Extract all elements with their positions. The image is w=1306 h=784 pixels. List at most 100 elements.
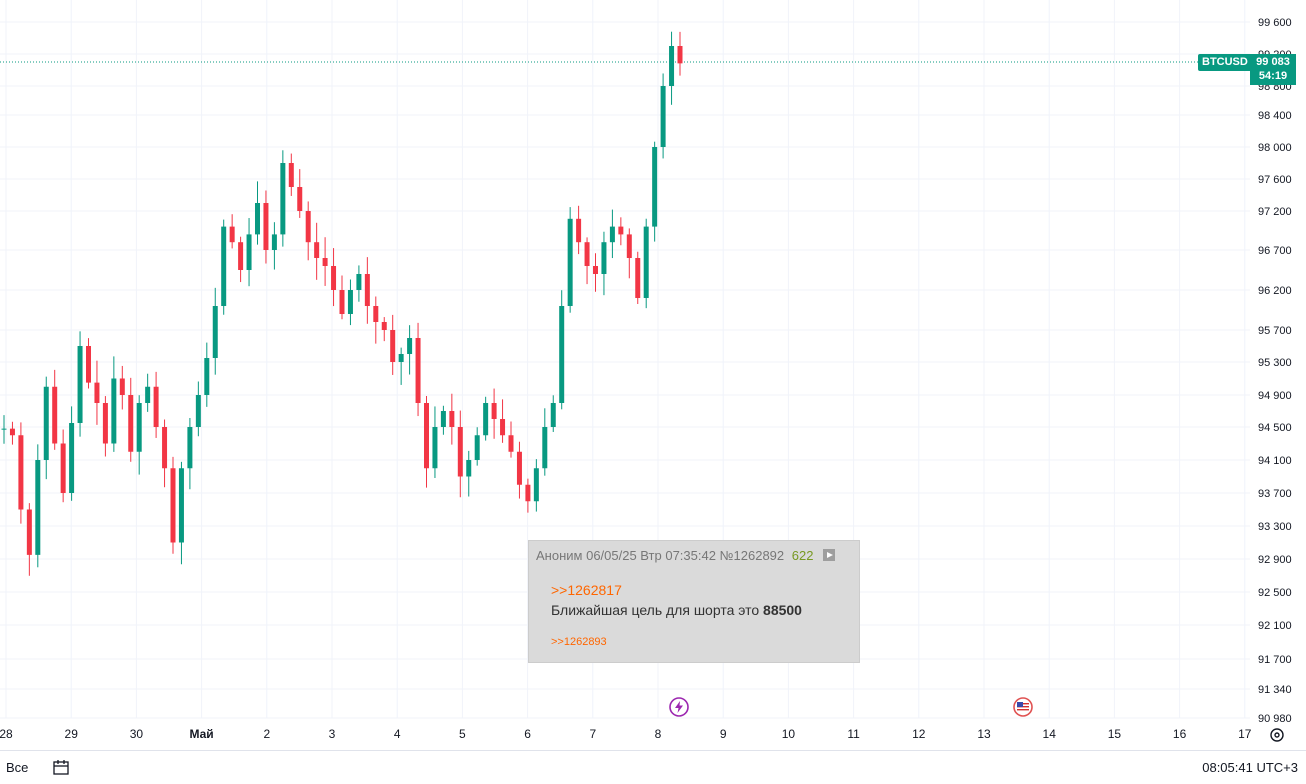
- candle-body: [373, 306, 379, 322]
- candle-body: [18, 435, 24, 510]
- candle-body: [238, 242, 244, 270]
- candle-body: [390, 330, 396, 362]
- candle-body: [229, 226, 235, 243]
- candle-body: [440, 411, 446, 427]
- candle-body: [153, 386, 159, 427]
- last-price-value: 99 083: [1256, 56, 1290, 68]
- candle-body: [525, 484, 531, 502]
- candle-body: [618, 226, 624, 235]
- calendar-icon[interactable]: [52, 758, 70, 776]
- y-tick-label: 95 300: [1258, 357, 1292, 369]
- reply-link[interactable]: >>1262817: [551, 582, 622, 598]
- post-number[interactable]: №1262892: [719, 548, 785, 563]
- candle-body: [263, 203, 269, 250]
- y-tick-label: 93 300: [1258, 521, 1292, 533]
- candle-body: [102, 403, 108, 444]
- candle-body: [52, 386, 58, 444]
- candle-body: [221, 226, 227, 306]
- y-tick-label: 96 700: [1258, 245, 1292, 257]
- x-tick-label: 4: [394, 727, 401, 741]
- clock[interactable]: 08:05:41 UTC+3: [1202, 760, 1298, 775]
- lightning-event-icon[interactable]: [669, 697, 689, 717]
- candle-body: [567, 218, 573, 306]
- candle-body: [271, 234, 277, 250]
- bar-countdown: 54:19: [1258, 70, 1288, 82]
- candle-body: [119, 378, 125, 395]
- candle-body: [145, 386, 151, 403]
- candle-body: [660, 86, 666, 147]
- candle-body: [398, 354, 404, 362]
- candles: [1, 31, 683, 576]
- candle-body: [491, 403, 497, 419]
- candle-body: [356, 274, 362, 290]
- candle-body: [635, 258, 641, 298]
- post-body: Ближайшая цель для шорта это 88500: [551, 602, 802, 618]
- x-tick-label: 12: [912, 727, 926, 741]
- candle-body: [162, 427, 168, 469]
- x-tick-label: 28: [0, 727, 13, 741]
- candle-body: [449, 411, 455, 427]
- candle-body: [669, 46, 675, 86]
- x-tick-label: 10: [782, 727, 796, 741]
- candle-body: [542, 427, 548, 469]
- candle-body: [415, 338, 421, 403]
- candle-body: [280, 163, 286, 235]
- x-tick-label: 6: [524, 727, 531, 741]
- x-tick-label: 9: [720, 727, 727, 741]
- candle-body: [331, 266, 337, 290]
- candle-body: [212, 306, 218, 358]
- candle-body: [626, 234, 632, 258]
- range-button[interactable]: Все: [6, 760, 29, 775]
- candle-body: [178, 468, 184, 543]
- candle-body: [1, 428, 7, 430]
- play-icon[interactable]: [823, 549, 836, 561]
- candle-body: [584, 242, 590, 266]
- bottom-toolbar: Все 08:05:41 UTC+3: [0, 750, 1306, 784]
- x-tick-label: 7: [589, 727, 596, 741]
- y-tick-label: 94 900: [1258, 390, 1292, 402]
- candle-body: [339, 290, 345, 314]
- y-tick-label: 91 340: [1258, 684, 1292, 696]
- candle-body: [500, 419, 506, 436]
- x-tick-label: 29: [65, 727, 79, 741]
- backlink[interactable]: >>1262893: [551, 636, 607, 648]
- candle-body: [593, 266, 598, 274]
- candle-body: [60, 443, 66, 493]
- candle-body: [550, 403, 556, 427]
- y-tick-label: 97 200: [1258, 206, 1292, 218]
- post-header: Аноним 06/05/25 Втр 07:35:42 №1262892 62…: [536, 548, 836, 563]
- us-flag-event-icon[interactable]: [1013, 697, 1033, 717]
- x-tick-label: 14: [1043, 727, 1057, 741]
- last-price-label: 99 083 54:19: [1250, 54, 1296, 85]
- candle-body: [77, 346, 83, 423]
- candle-body: [677, 46, 683, 64]
- candle-body: [128, 395, 134, 452]
- candle-body: [69, 423, 75, 493]
- imageboard-post: Аноним 06/05/25 Втр 07:35:42 №1262892 62…: [528, 540, 860, 663]
- post-body-bold: 88500: [763, 602, 802, 618]
- candle-body: [255, 203, 260, 235]
- y-tick-label: 94 100: [1258, 455, 1292, 467]
- candle-body: [94, 382, 100, 403]
- settings-icon[interactable]: [1268, 726, 1286, 744]
- y-tick-label: 93 700: [1258, 488, 1292, 500]
- y-tick-label: 91 700: [1258, 654, 1292, 666]
- candle-body: [483, 403, 489, 436]
- candle-body: [347, 290, 353, 314]
- candle-body: [35, 460, 41, 555]
- x-tick-label: 11: [847, 727, 860, 741]
- candle-body: [457, 427, 463, 477]
- x-tick-label: 15: [1108, 727, 1122, 741]
- candle-body: [305, 211, 311, 243]
- x-tick-label: 3: [329, 727, 336, 741]
- y-tick-label: 92 900: [1258, 554, 1292, 566]
- y-tick-label: 92 100: [1258, 620, 1292, 632]
- candle-body: [466, 460, 472, 477]
- candle-body: [652, 147, 658, 227]
- symbol-tag: BTCUSD: [1198, 54, 1252, 71]
- x-tick-label: 16: [1173, 727, 1187, 741]
- candle-body: [609, 226, 615, 243]
- post-date: 06/05/25 Втр 07:35:42: [586, 548, 716, 563]
